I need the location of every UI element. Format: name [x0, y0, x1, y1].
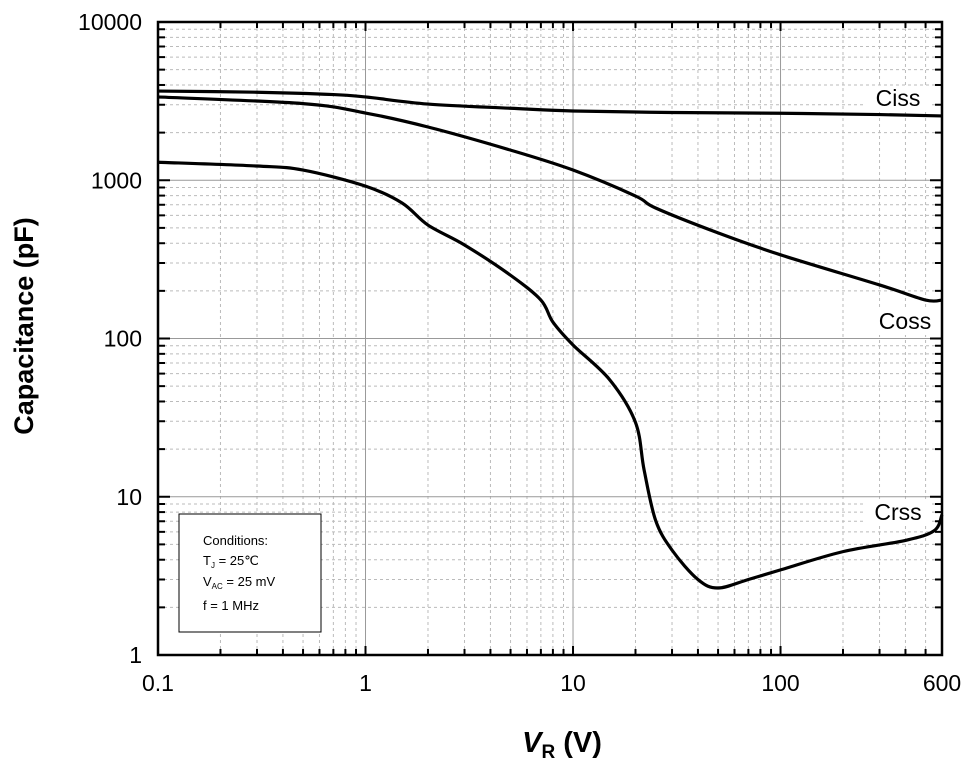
y-tick-label: 100 — [104, 326, 142, 352]
conditions-box: Conditions: TJ = 25℃ VAC = 25 mV f = 1 M… — [178, 513, 322, 633]
x-tick-label: 1 — [359, 670, 372, 696]
conditions-tj: TJ = 25℃ — [203, 553, 259, 570]
x-tick-label: 600 — [923, 670, 961, 696]
x-tick-label: 0.1 — [142, 670, 174, 696]
series-label-bg — [871, 310, 937, 335]
y-axis-label: Capacitance (pF) — [9, 217, 39, 435]
series-line-ciss — [157, 89, 943, 118]
conditions-freq: f = 1 MHz — [203, 598, 259, 613]
x-tick-label: 10 — [560, 670, 586, 696]
x-axis-label-sub: R — [541, 742, 555, 763]
series-labels: Ciss Coss Crss — [864, 85, 937, 526]
series-line-crss — [157, 160, 944, 590]
y-tick-label: 1000 — [91, 167, 142, 193]
series-lines — [157, 89, 944, 590]
grid — [157, 21, 943, 656]
series-label-bg — [864, 501, 930, 526]
y-tick-label: 1 — [129, 642, 142, 668]
conditions-vac: VAC = 25 mV — [203, 574, 276, 591]
x-axis-label: VR (V) — [522, 727, 602, 763]
series-label-coss: Coss — [879, 308, 931, 334]
series-label-bg — [864, 87, 930, 112]
x-axis-label-var: V — [522, 727, 544, 759]
conditions-heading: Conditions: — [203, 533, 268, 548]
series-line-coss — [157, 95, 943, 303]
x-tick-label: 100 — [761, 670, 799, 696]
series-label-crss: Crss — [874, 499, 921, 525]
plot-frame — [156, 20, 944, 657]
y-tick-label: 10000 — [78, 9, 142, 35]
series-label-ciss: Ciss — [876, 85, 921, 111]
x-axis-label-unit: (V) — [555, 727, 602, 759]
y-tick-label: 10 — [116, 484, 142, 510]
